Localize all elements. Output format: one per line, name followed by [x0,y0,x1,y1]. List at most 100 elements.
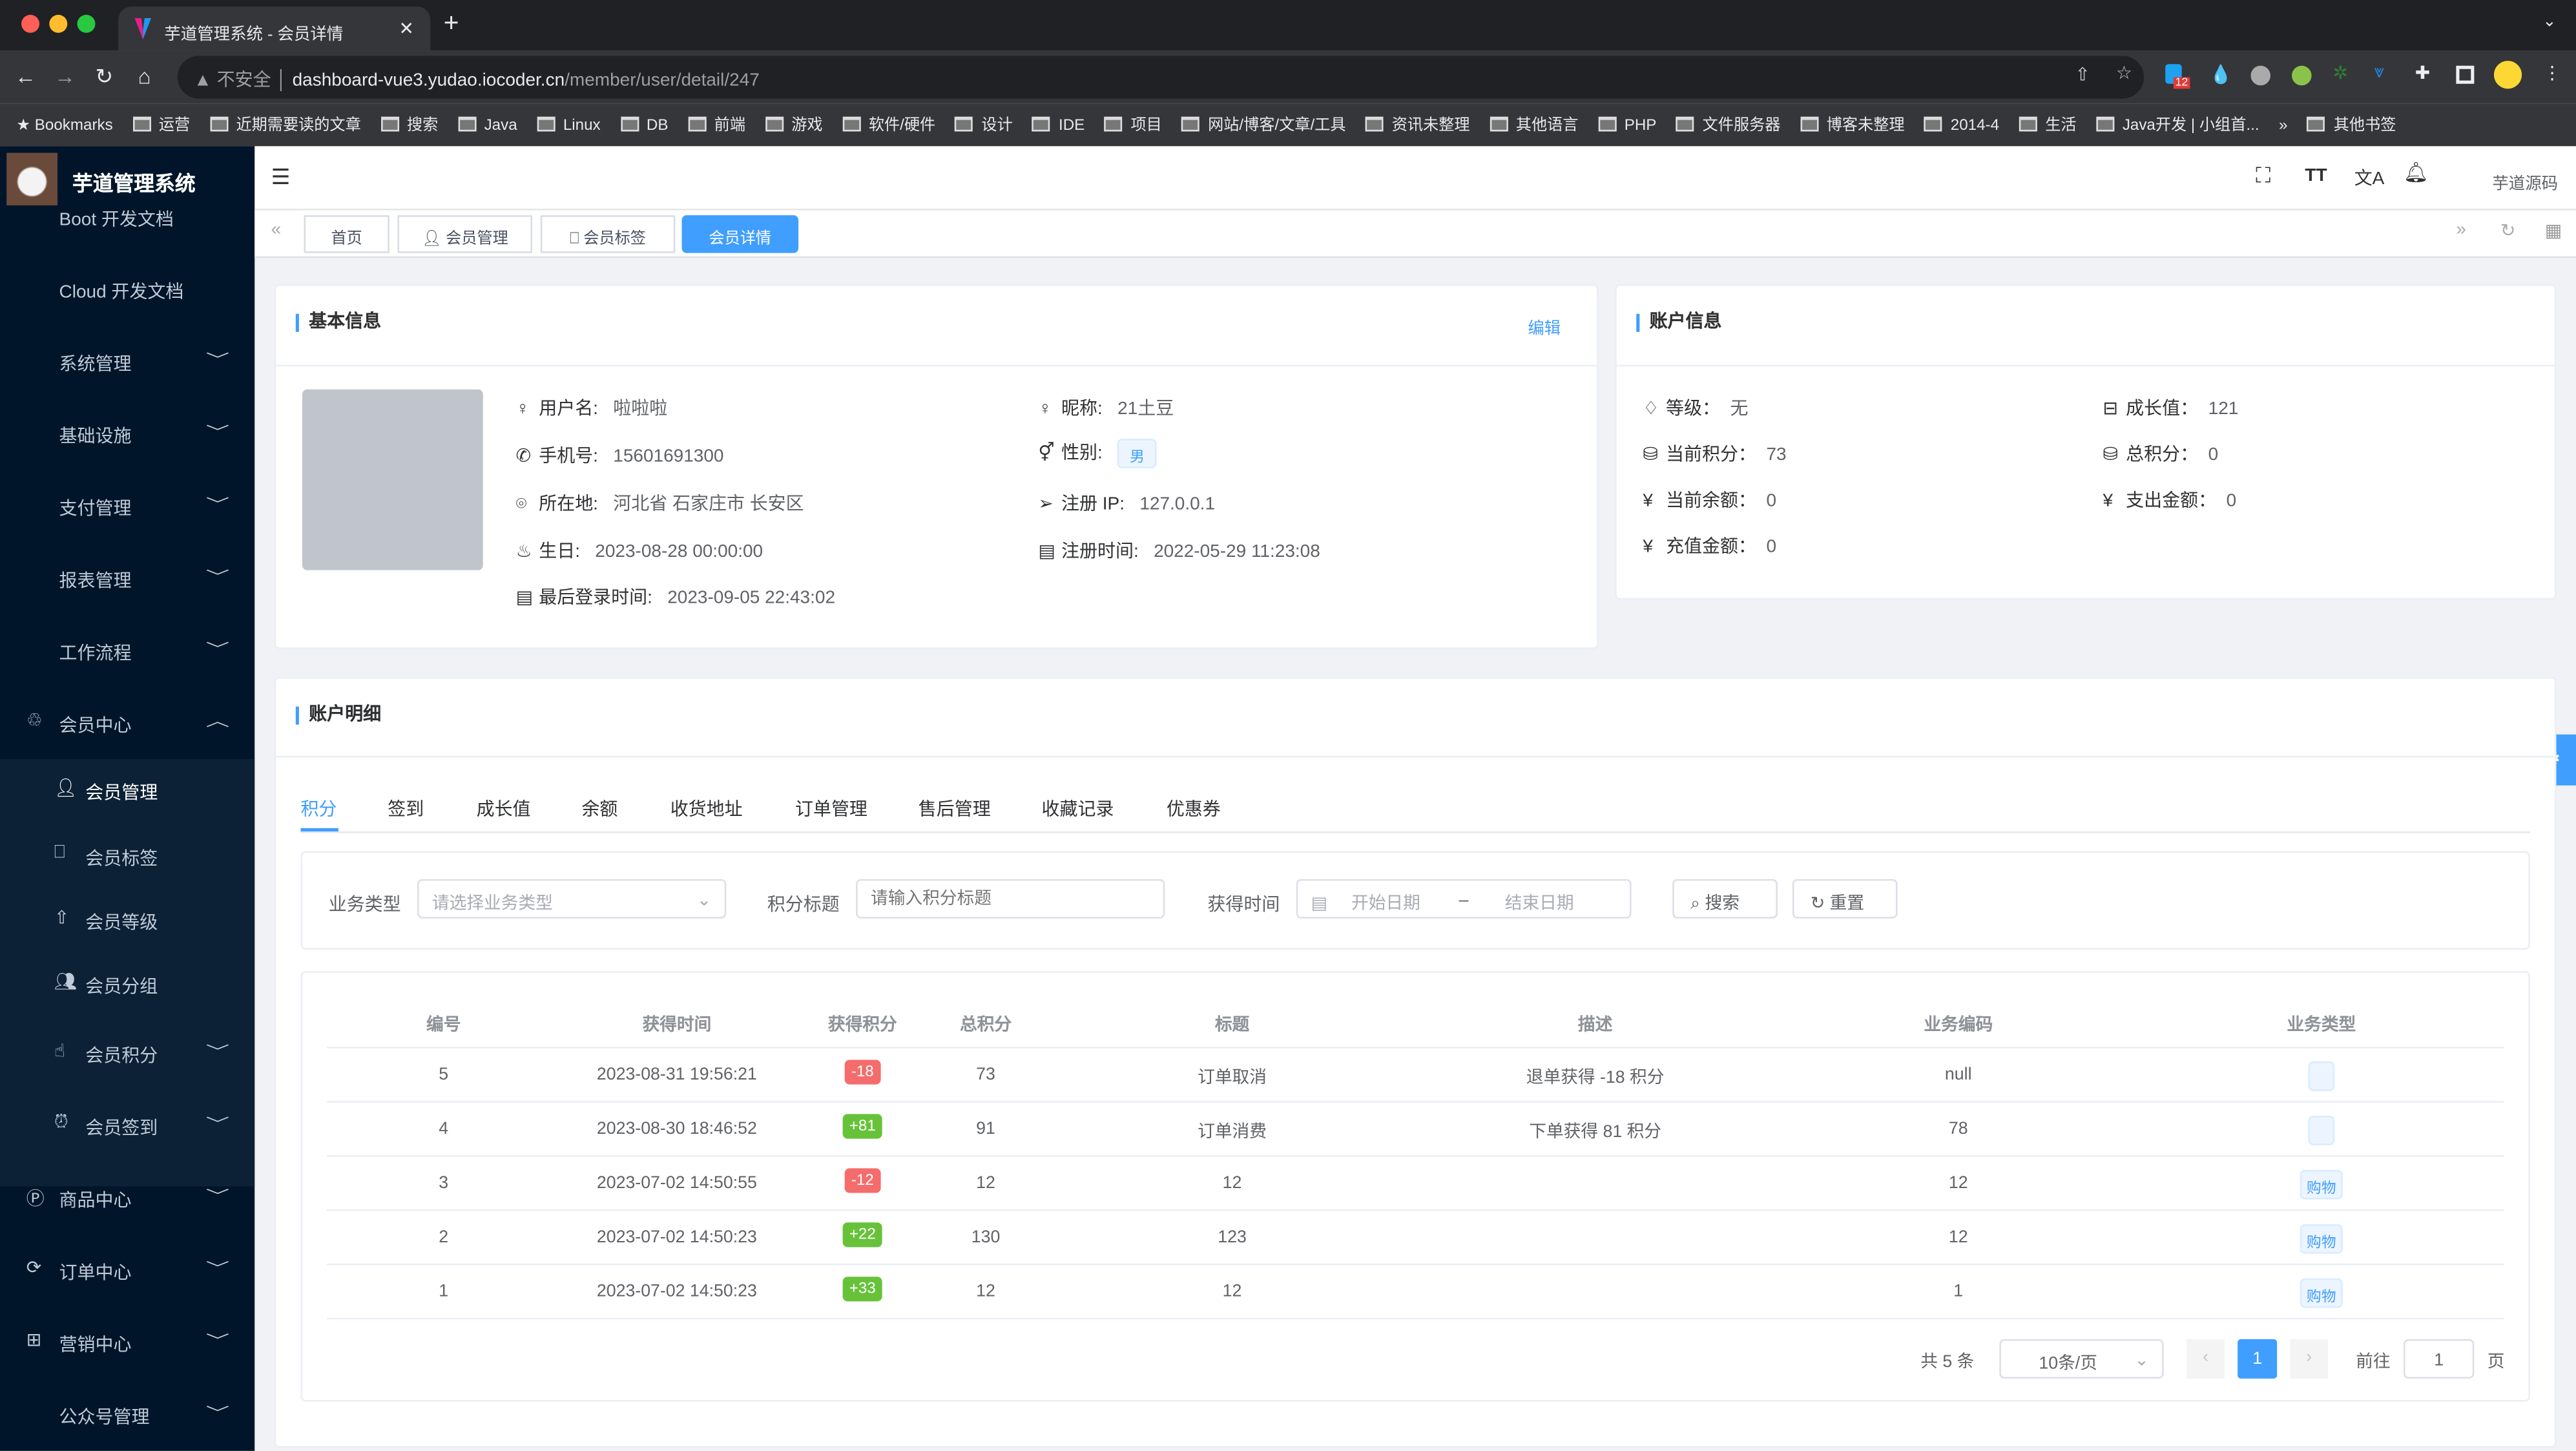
bookmark-item[interactable]: 软件/硬件 [842,112,935,135]
bookmark-item[interactable]: IDE [1032,116,1085,135]
tag-member-user[interactable]: 👤︎ 会员管理 [397,215,533,253]
extension-icon[interactable] [2250,65,2270,86]
detail-tab[interactable]: 订单管理 [795,800,867,820]
detail-tab[interactable]: 收货地址 [670,800,743,820]
source-link[interactable]: 芋道源码 [2492,176,2559,194]
extension-icon[interactable]: ✲ [2332,64,2349,84]
search-button[interactable]: ⌕ 搜索 [1672,879,1778,919]
bookmark-item[interactable]: 近期需要读的文章 [209,112,361,135]
side-panel-icon[interactable] [2456,65,2475,84]
maximize-window-button[interactable] [77,14,96,33]
refresh-icon[interactable]: ↻ [2500,222,2516,242]
menu-kebab-icon[interactable]: ⋮ [2543,64,2562,84]
scroll-left-icon[interactable]: « [271,220,282,240]
extension-icon[interactable] [2292,65,2312,86]
profile-avatar[interactable] [2493,61,2522,89]
detail-tab[interactable]: 积分 [300,800,337,820]
bookmark-item[interactable]: » [2279,117,2287,135]
bookmark-star-icon[interactable]: ☆ [2115,64,2133,84]
close-window-button[interactable] [21,14,40,33]
forward-icon[interactable]: → [54,64,76,89]
sidebar-item[interactable]: ♲ 会员中心 ︿ [0,690,254,756]
sidebar-item[interactable]: ⇧ 会员等级 [0,887,254,953]
tag-member-tag[interactable]: ⎕ 会员标签 [540,215,676,253]
browser-tab[interactable]: 芋道管理系统 - 会员详情 ✕ [118,6,431,51]
font-size-icon[interactable]: TT [2305,165,2327,186]
reset-button[interactable]: ↻ 重置 [1792,879,1898,919]
sidebar-item[interactable]: ⏰︎ 会员签到 ﹀ [0,1092,254,1158]
sidebar-item[interactable]: ☝ 会员积分 ﹀ [0,1020,254,1086]
extension-icon[interactable]: ⩔ [2374,62,2385,83]
hamburger-icon[interactable]: ☰ [271,164,291,189]
detail-tab[interactable]: 签到 [388,800,424,820]
page-1-button[interactable]: 1 [2238,1339,2278,1379]
new-tab-button[interactable]: + [443,10,459,38]
fullscreen-icon[interactable]: ⛶ [2256,162,2271,187]
sidebar-item[interactable]: Boot 开发文档 [0,184,254,250]
bookmark-item[interactable]: 博客未整理 [1800,112,1905,135]
bookmark-item[interactable]: Linux [537,116,601,135]
bookmark-item[interactable]: 项目 [1104,112,1162,135]
bell-icon[interactable]: 🔔︎ [2403,161,2429,184]
prev-page-button[interactable]: ‹ [2186,1339,2225,1379]
sidebar-item[interactable]: 👥︎ 会员分组 [0,952,254,1018]
page-size-select[interactable]: 10条/页 ⌄ [1999,1339,2164,1379]
detail-tab[interactable]: 成长值 [476,800,531,820]
sidebar-item[interactable]: ⎕ 会员标签 [0,823,254,889]
sidebar-item[interactable]: 报表管理 ﹀ [0,545,254,611]
bookmark-item[interactable]: 其他语言 [1490,112,1578,135]
bookmark-item[interactable]: 2014-4 [1924,116,1999,135]
bookmark-item[interactable]: PHP [1598,116,1656,135]
bookmark-item[interactable]: 其他书签 [2307,112,2396,135]
bookmark-item[interactable]: Java [457,116,517,135]
sidebar-item[interactable]: 系统管理 ﹀ [0,329,254,395]
bookmark-item[interactable]: DB [620,116,668,135]
scroll-right-icon[interactable]: » [2456,220,2466,240]
bookmark-item[interactable]: 资讯未整理 [1366,112,1470,135]
back-icon[interactable]: ← [14,64,36,89]
grid-menu-icon[interactable]: ▦ [2544,222,2562,242]
home-icon[interactable]: ⌂ [138,64,151,89]
minimize-window-button[interactable] [49,14,68,33]
detail-tab[interactable]: 收藏记录 [1041,800,1114,820]
url-input[interactable]: ▲ 不安全 │ dashboard-vue3.yudao.iocoder.cn/… [177,56,2145,99]
goto-page-input[interactable]: 1 [2403,1339,2475,1379]
sidebar-item[interactable]: 基础设施 ﹀ [0,401,254,467]
tag-home[interactable]: 首页 [304,215,390,253]
bookmark-item[interactable]: 搜索 [380,112,438,135]
share-icon[interactable]: ⇧ [2075,65,2090,86]
sidebar-item[interactable]: Ⓟ 商品中心 ﹀ [0,1165,254,1231]
extensions-puzzle-icon[interactable]: ✚ [2415,64,2431,84]
end-date[interactable]: 结束日期 [1504,893,1574,914]
bookmark-item[interactable]: 网站/博客/文章/工具 [1181,112,1346,135]
bookmark-item[interactable]: Java开发 | 小组首... [2096,112,2259,135]
sidebar-item[interactable]: 公众号管理 ﹀ [0,1382,254,1448]
sidebar-item[interactable]: 工作流程 ﹀ [0,618,254,684]
close-tab-icon[interactable]: ✕ [399,19,414,40]
next-page-button[interactable]: › [2290,1339,2328,1379]
sidebar-item[interactable]: ⟳ 订单中心 ﹀ [0,1237,254,1303]
edit-button[interactable]: 编辑 [1528,320,1561,339]
bookmark-item[interactable]: 生活 [2019,112,2077,135]
sidebar-item[interactable]: ⊞ 营销中心 ﹀ [0,1310,254,1375]
bookmark-item[interactable]: 前端 [687,112,745,135]
security-label[interactable]: 不安全 [216,70,271,90]
sidebar-brand[interactable]: 芋道管理系统 [0,146,255,211]
tab-search-icon[interactable]: ⌄ [2542,13,2557,32]
start-date[interactable]: 开始日期 [1351,893,1420,914]
detail-tab[interactable]: 优惠券 [1166,800,1221,820]
tag-member-detail[interactable]: 会员详情 [681,215,799,253]
sidebar-item[interactable]: 支付管理 ﹀ [0,473,254,539]
bookmark-item[interactable]: 运营 [132,112,190,135]
extension-pin-icon[interactable]: 💧 [2209,65,2232,86]
bookmark-item[interactable]: 设计 [955,112,1013,135]
detail-tab[interactable]: 余额 [581,800,618,820]
reload-icon[interactable]: ↻ [95,64,114,89]
biz-type-select[interactable]: 请选择业务类型 ⌄ [417,879,727,919]
sidebar-item[interactable]: 👤︎ 会员管理 [0,758,254,824]
date-range-picker[interactable]: ▤ 开始日期 – 结束日期 [1296,879,1632,919]
detail-tab[interactable]: 售后管理 [918,800,991,820]
sidebar-item[interactable]: Cloud 开发文档 [0,256,254,322]
bookmark-item[interactable]: 文件服务器 [1676,112,1780,135]
title-input[interactable] [856,879,1165,919]
